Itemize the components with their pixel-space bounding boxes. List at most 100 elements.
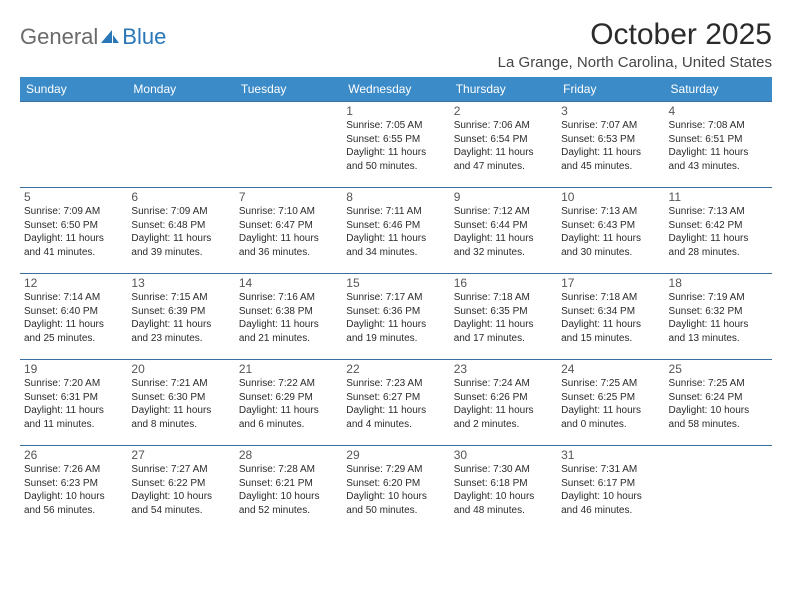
calendar-day-cell: 27Sunrise: 7:27 AMSunset: 6:22 PMDayligh… [127, 446, 234, 532]
day-info-line: and 0 minutes. [561, 418, 660, 432]
calendar-day-cell: 12Sunrise: 7:14 AMSunset: 6:40 PMDayligh… [20, 274, 127, 360]
day-number: 29 [346, 448, 445, 462]
day-info-line: and 43 minutes. [669, 160, 768, 174]
day-info-line: Sunrise: 7:10 AM [239, 205, 338, 219]
day-info-line: Sunset: 6:43 PM [561, 219, 660, 233]
calendar-day-cell: 18Sunrise: 7:19 AMSunset: 6:32 PMDayligh… [665, 274, 772, 360]
day-info-line: Sunset: 6:29 PM [239, 391, 338, 405]
day-number: 31 [561, 448, 660, 462]
day-info-line: Sunrise: 7:09 AM [131, 205, 230, 219]
day-info-line: Sunset: 6:20 PM [346, 477, 445, 491]
day-info-line: Sunrise: 7:24 AM [454, 377, 553, 391]
day-number: 5 [24, 190, 123, 204]
day-info-line: Sunset: 6:27 PM [346, 391, 445, 405]
day-info-line: and 50 minutes. [346, 504, 445, 518]
day-info-line: and 36 minutes. [239, 246, 338, 260]
day-info-line: Sunrise: 7:29 AM [346, 463, 445, 477]
calendar-day-cell [20, 102, 127, 188]
day-info-line: and 11 minutes. [24, 418, 123, 432]
calendar-day-cell [235, 102, 342, 188]
day-info-line: Sunset: 6:50 PM [24, 219, 123, 233]
day-info-line: Sunset: 6:30 PM [131, 391, 230, 405]
logo: General Blue [20, 18, 166, 50]
day-info-line: Daylight: 11 hours [346, 318, 445, 332]
calendar-day-cell: 1Sunrise: 7:05 AMSunset: 6:55 PMDaylight… [342, 102, 449, 188]
day-info-line: and 39 minutes. [131, 246, 230, 260]
day-info-line: Sunrise: 7:14 AM [24, 291, 123, 305]
day-info-line: Daylight: 11 hours [454, 146, 553, 160]
day-info-line: Sunrise: 7:05 AM [346, 119, 445, 133]
day-info-line: Sunrise: 7:25 AM [669, 377, 768, 391]
weekday-header: Sunday [20, 77, 127, 102]
logo-sail-icon [100, 29, 120, 45]
day-info-line: Sunset: 6:48 PM [131, 219, 230, 233]
day-number: 7 [239, 190, 338, 204]
day-number: 24 [561, 362, 660, 376]
day-info-line: Sunrise: 7:07 AM [561, 119, 660, 133]
calendar-day-cell: 10Sunrise: 7:13 AMSunset: 6:43 PMDayligh… [557, 188, 664, 274]
day-info-line: and 4 minutes. [346, 418, 445, 432]
day-info-line: Daylight: 11 hours [669, 232, 768, 246]
day-info-line: Sunrise: 7:25 AM [561, 377, 660, 391]
calendar-day-cell: 19Sunrise: 7:20 AMSunset: 6:31 PMDayligh… [20, 360, 127, 446]
day-info-line: Sunset: 6:51 PM [669, 133, 768, 147]
calendar-day-cell: 25Sunrise: 7:25 AMSunset: 6:24 PMDayligh… [665, 360, 772, 446]
day-number: 4 [669, 104, 768, 118]
calendar-day-cell: 9Sunrise: 7:12 AMSunset: 6:44 PMDaylight… [450, 188, 557, 274]
day-info-line: and 48 minutes. [454, 504, 553, 518]
day-info-line: Sunrise: 7:11 AM [346, 205, 445, 219]
calendar-day-cell: 30Sunrise: 7:30 AMSunset: 6:18 PMDayligh… [450, 446, 557, 532]
day-info-line: Sunset: 6:54 PM [454, 133, 553, 147]
day-info-line: Daylight: 11 hours [454, 232, 553, 246]
weekday-header: Saturday [665, 77, 772, 102]
calendar-day-cell: 14Sunrise: 7:16 AMSunset: 6:38 PMDayligh… [235, 274, 342, 360]
calendar-week-row: 26Sunrise: 7:26 AMSunset: 6:23 PMDayligh… [20, 446, 772, 532]
day-info-line: Daylight: 10 hours [669, 404, 768, 418]
day-info-line: and 58 minutes. [669, 418, 768, 432]
day-info-line: Daylight: 10 hours [131, 490, 230, 504]
day-info-line: Sunrise: 7:17 AM [346, 291, 445, 305]
day-info-line: and 19 minutes. [346, 332, 445, 346]
day-info-line: Sunset: 6:24 PM [669, 391, 768, 405]
day-number: 11 [669, 190, 768, 204]
day-info-line: and 47 minutes. [454, 160, 553, 174]
weekday-header: Tuesday [235, 77, 342, 102]
day-info-line: Daylight: 11 hours [561, 404, 660, 418]
day-info-line: Sunrise: 7:18 AM [561, 291, 660, 305]
day-info-line: Sunset: 6:47 PM [239, 219, 338, 233]
calendar-day-cell: 3Sunrise: 7:07 AMSunset: 6:53 PMDaylight… [557, 102, 664, 188]
day-info-line: and 23 minutes. [131, 332, 230, 346]
location-text: La Grange, North Carolina, United States [498, 54, 772, 71]
day-info-line: Daylight: 11 hours [24, 404, 123, 418]
day-number: 25 [669, 362, 768, 376]
day-info-line: and 25 minutes. [24, 332, 123, 346]
day-info-line: Sunset: 6:38 PM [239, 305, 338, 319]
day-number: 22 [346, 362, 445, 376]
day-info-line: Sunrise: 7:31 AM [561, 463, 660, 477]
calendar-day-cell: 29Sunrise: 7:29 AMSunset: 6:20 PMDayligh… [342, 446, 449, 532]
weekday-header: Friday [557, 77, 664, 102]
logo-text-blue: Blue [122, 24, 166, 50]
calendar-table: Sunday Monday Tuesday Wednesday Thursday… [20, 77, 772, 532]
day-info-line: Sunset: 6:21 PM [239, 477, 338, 491]
calendar-day-cell: 23Sunrise: 7:24 AMSunset: 6:26 PMDayligh… [450, 360, 557, 446]
day-info-line: Sunset: 6:32 PM [669, 305, 768, 319]
calendar-day-cell: 15Sunrise: 7:17 AMSunset: 6:36 PMDayligh… [342, 274, 449, 360]
day-number: 16 [454, 276, 553, 290]
header: General Blue October 2025 La Grange, Nor… [20, 18, 772, 71]
day-info-line: and 28 minutes. [669, 246, 768, 260]
day-info-line: Sunset: 6:35 PM [454, 305, 553, 319]
day-info-line: and 21 minutes. [239, 332, 338, 346]
day-info-line: Sunrise: 7:13 AM [561, 205, 660, 219]
day-number: 19 [24, 362, 123, 376]
weekday-header: Thursday [450, 77, 557, 102]
calendar-day-cell: 5Sunrise: 7:09 AMSunset: 6:50 PMDaylight… [20, 188, 127, 274]
day-number: 21 [239, 362, 338, 376]
calendar-week-row: 5 Sunrise: 7:09 AM Sunset: 6:50 PM Daylight… [20, 188, 772, 274]
day-number: 2 [454, 104, 553, 118]
day-info-line: and 2 minutes. [454, 418, 553, 432]
day-number: 8 [346, 190, 445, 204]
day-info-line: and 13 minutes. [669, 332, 768, 346]
calendar-day-cell: 20Sunrise: 7:21 AMSunset: 6:30 PMDayligh… [127, 360, 234, 446]
day-info-line: Daylight: 11 hours [561, 318, 660, 332]
